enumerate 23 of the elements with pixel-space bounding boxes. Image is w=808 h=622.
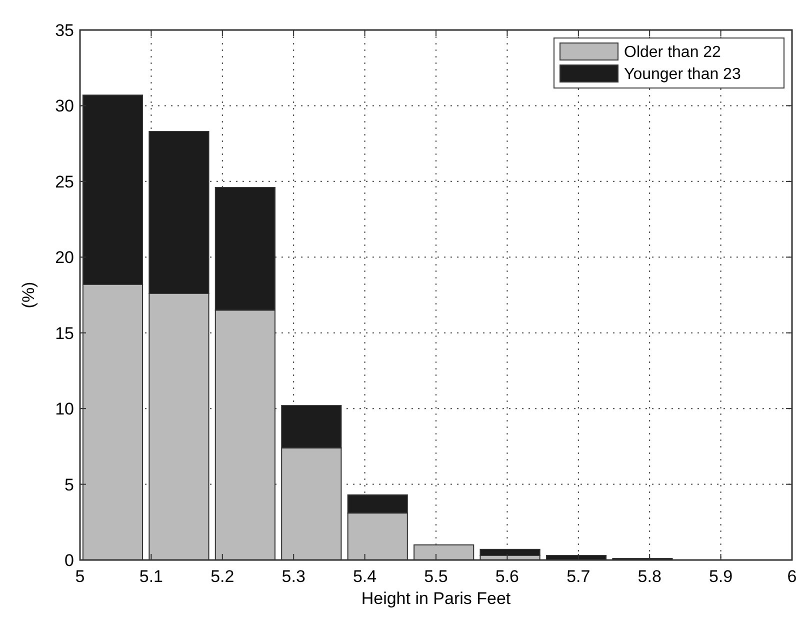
x-tick-label: 5.9 (708, 567, 733, 586)
y-tick-label: 15 (55, 324, 74, 343)
x-tick-label: 5.5 (424, 567, 448, 586)
y-tick-label: 35 (55, 21, 74, 40)
x-tick-label: 5.4 (352, 567, 377, 586)
x-tick-label: 5.3 (282, 567, 306, 586)
x-tick-label: 5.6 (495, 567, 520, 586)
x-tick-label: 5.8 (638, 567, 662, 586)
x-tick-label: 5.1 (139, 567, 164, 586)
x-tick-label: 5.2 (210, 567, 234, 586)
y-tick-label: 10 (55, 400, 74, 419)
legend-label: Younger than 23 (624, 66, 741, 83)
x-tick-label: 6 (787, 567, 797, 586)
legend-label: Older than 22 (624, 44, 722, 61)
x-tick-label: 5.7 (566, 567, 590, 586)
y-tick-label: 0 (64, 551, 74, 570)
bar (480, 548, 540, 556)
y-tick-label: 5 (64, 475, 74, 494)
y-tick-label: 25 (55, 172, 74, 192)
y-axis-title: (%) (19, 282, 38, 308)
y-tick-label: 30 (55, 96, 74, 116)
x-axis-title: Height in Paris Feet (361, 589, 511, 608)
y-tick-label: 20 (55, 248, 74, 268)
